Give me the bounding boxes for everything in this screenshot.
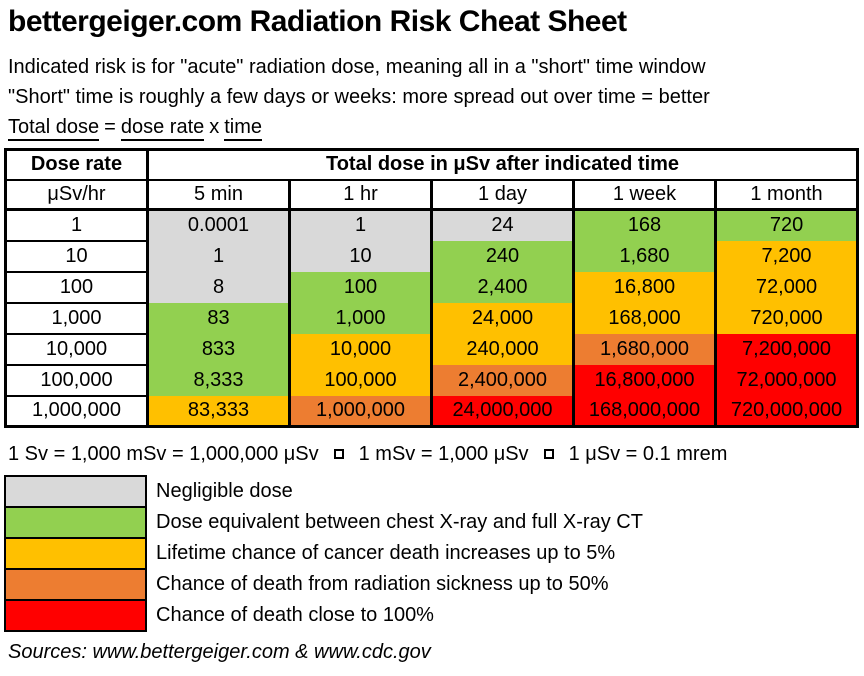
legend-item-negligible: Negligible dose [4, 475, 864, 508]
legend-item-cancer: Lifetime chance of cancer death increase… [4, 537, 864, 570]
page-title: bettergeiger.com Radiation Risk Cheat Sh… [8, 5, 627, 38]
dose-cell: 24 [430, 209, 575, 241]
dose-rate-cell: 1 [4, 209, 149, 242]
conversion-sv: 1 Sv = 1,000 mSv = 1,000,000 μSv [8, 443, 319, 465]
dose-rate-cell: 100,000 [4, 364, 149, 397]
dose-cell: 100,000 [288, 364, 433, 396]
legend-label: Dose equivalent between chest X-ray and … [156, 511, 643, 533]
dose-cell: 168,000,000 [572, 395, 717, 427]
table-row: 1,000 83 1,000 24,000 168,000 720,000 [4, 302, 860, 335]
dose-cell: 83,333 [146, 395, 291, 427]
legend-label: Chance of death from radiation sickness … [156, 573, 609, 595]
legend-label: Lifetime chance of cancer death increase… [156, 542, 616, 564]
orange-swatch-icon [4, 568, 147, 601]
green-swatch-icon [4, 506, 147, 539]
table-header-row-1: Dose rate Total dose in μSv after indica… [4, 149, 860, 181]
dose-cell: 1 [146, 240, 291, 272]
time-header-1hr: 1 hr [288, 179, 433, 211]
formula-line: Total dose = dose rate x time [8, 112, 864, 142]
dose-cell: 10 [288, 240, 433, 272]
dose-cell: 10,000 [288, 333, 433, 365]
red-swatch-icon [4, 599, 147, 632]
dose-cell: 1,680,000 [572, 333, 717, 365]
dose-cell: 72,000 [713, 271, 860, 303]
table-row: 1,000,000 83,333 1,000,000 24,000,000 16… [4, 395, 860, 428]
square-separator-icon [543, 449, 554, 459]
table-header-row-2: μSv/hr 5 min 1 hr 1 day 1 week 1 month [4, 179, 860, 211]
time-header-1week: 1 week [572, 179, 717, 211]
color-legend: Negligible dose Dose equivalent between … [4, 475, 864, 632]
yellow-swatch-icon [4, 537, 147, 570]
dose-cell: 16,800 [572, 271, 717, 303]
dose-cell: 720,000,000 [713, 395, 860, 427]
dose-cell: 100 [288, 271, 433, 303]
time-header-1month: 1 month [713, 179, 860, 211]
dose-rate-cell: 10 [4, 240, 149, 273]
dose-cell: 168 [572, 209, 717, 241]
time-header-1day: 1 day [430, 179, 575, 211]
unit-conversions-line: 1 Sv = 1,000 mSv = 1,000,000 μSv 1 mSv = … [8, 441, 864, 467]
dose-cell: 720 [713, 209, 860, 241]
dose-cell: 72,000,000 [713, 364, 860, 396]
dose-cell: 833 [146, 333, 291, 365]
sources-line: Sources: www.bettergeiger.com & www.cdc.… [8, 641, 431, 663]
dose-cell: 8,333 [146, 364, 291, 396]
dose-cell: 2,400,000 [430, 364, 575, 396]
dose-cell: 240 [430, 240, 575, 272]
time-header-5min: 5 min [146, 179, 291, 211]
conversion-msv: 1 mSv = 1,000 μSv [358, 443, 529, 465]
legend-item-sickness: Chance of death from radiation sickness … [4, 568, 864, 601]
dose-cell: 1 [288, 209, 433, 241]
dose-cell: 1,000 [288, 302, 433, 334]
dose-cell: 720,000 [713, 302, 860, 334]
dose-rate-cell: 1,000,000 [4, 395, 149, 428]
square-separator-icon [333, 449, 344, 459]
dose-cell: 168,000 [572, 302, 717, 334]
dose-cell: 16,800,000 [572, 364, 717, 396]
conversion-usv: 1 μSv = 0.1 mrem [568, 443, 728, 465]
dose-cell: 7,200,000 [713, 333, 860, 365]
table-row: 100 8 100 2,400 16,800 72,000 [4, 271, 860, 304]
table-row: 1 0.0001 1 24 168 720 [4, 209, 860, 242]
corner-header: Dose rate [4, 149, 149, 181]
span-header: Total dose in μSv after indicated time [145, 149, 860, 181]
table-row: 10,000 833 10,000 240,000 1,680,000 7,20… [4, 333, 860, 366]
dose-table: Dose rate Total dose in μSv after indica… [4, 148, 860, 428]
formula-total-dose: Total dose [8, 116, 100, 141]
dose-cell: 24,000 [430, 302, 575, 334]
dose-cell: 8 [146, 271, 291, 303]
intro-line-2: "Short" time is roughly a few days or we… [8, 86, 710, 108]
dose-cell: 0.0001 [146, 209, 291, 241]
dose-cell: 240,000 [430, 333, 575, 365]
legend-label: Negligible dose [156, 480, 293, 502]
legend-label: Chance of death close to 100% [156, 604, 434, 626]
legend-item-death: Chance of death close to 100% [4, 599, 864, 632]
gray-swatch-icon [4, 475, 147, 508]
dose-cell: 1,680 [572, 240, 717, 272]
formula-time: time [224, 116, 263, 141]
formula-dose-rate: dose rate [120, 116, 205, 141]
dose-rate-cell: 10,000 [4, 333, 149, 366]
dose-cell: 7,200 [713, 240, 860, 272]
table-row: 10 1 10 240 1,680 7,200 [4, 240, 860, 273]
dose-rate-cell: 1,000 [4, 302, 149, 335]
dose-cell: 2,400 [430, 271, 575, 303]
table-row: 100,000 8,333 100,000 2,400,000 16,800,0… [4, 364, 860, 397]
dose-rate-cell: 100 [4, 271, 149, 304]
dose-cell: 1,000,000 [288, 395, 433, 427]
unit-header: μSv/hr [4, 179, 149, 211]
legend-item-xray: Dose equivalent between chest X-ray and … [4, 506, 864, 539]
dose-cell: 24,000,000 [430, 395, 575, 427]
dose-cell: 83 [146, 302, 291, 334]
intro-line-1: Indicated risk is for "acute" radiation … [8, 56, 706, 78]
formula-equals: = [104, 116, 116, 138]
formula-times: x [209, 116, 220, 138]
